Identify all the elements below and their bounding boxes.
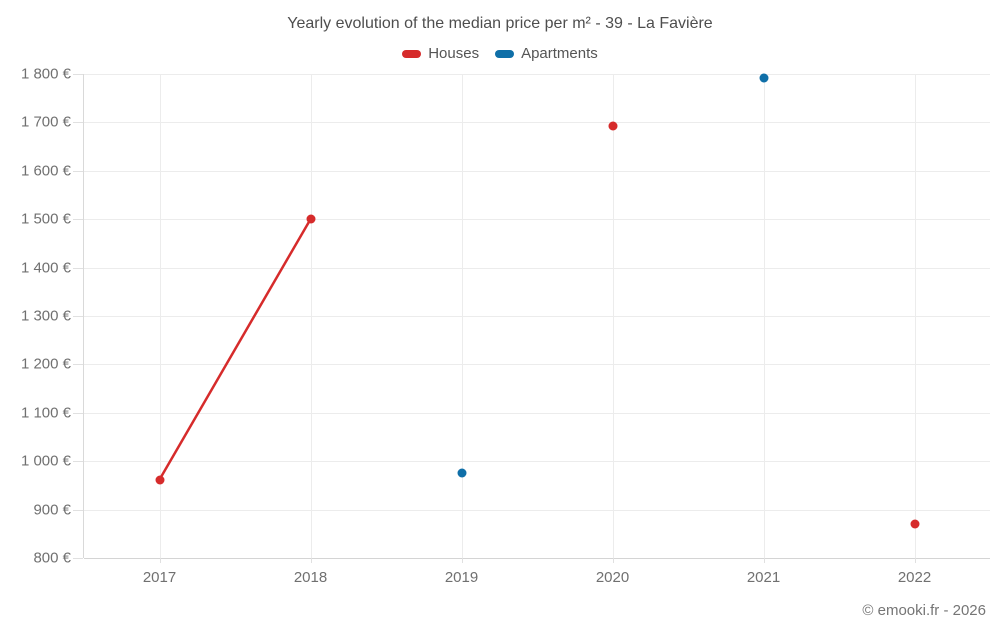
x-axis-tick	[310, 558, 312, 563]
x-axis-tick	[612, 558, 614, 563]
gridline-vertical	[310, 74, 312, 558]
gridline-horizontal	[84, 170, 990, 172]
y-axis-label: 1 400 €	[20, 259, 71, 277]
gridline-horizontal	[84, 461, 990, 463]
y-axis-tick	[73, 267, 83, 269]
gridline-horizontal	[84, 412, 990, 414]
data-point-apartments-2021[interactable]	[759, 73, 768, 83]
x-axis-label: 2020	[595, 569, 630, 586]
x-axis-tick	[159, 558, 161, 563]
plot-area: 800 € 900 € 1 000 € 1 100 € 1 200 € 1 300 € 1 …	[21, 66, 990, 586]
data-point-apartments-2019[interactable]	[457, 468, 466, 478]
legend-item-apartments[interactable]: Apartments	[495, 45, 598, 62]
legend: Houses Apartments	[0, 45, 1000, 62]
x-axis-label: 2017	[142, 569, 177, 586]
gridline-horizontal	[84, 267, 990, 269]
chart-title: Yearly evolution of the median price per…	[287, 15, 713, 32]
gridline-vertical	[914, 74, 916, 558]
series-lines	[158, 218, 312, 481]
credit-label: © emooki.fr - 2026	[862, 602, 986, 619]
gridline-horizontal	[84, 219, 990, 221]
gridline-horizontal	[84, 364, 990, 366]
gridline-horizontal	[84, 74, 990, 75]
y-axis-tick	[73, 558, 83, 559]
x-axis-label: 2021	[746, 569, 781, 586]
y-axis-label: 1 500 €	[20, 210, 71, 228]
x-axis-tick	[461, 558, 463, 563]
legend-label: Apartments	[521, 45, 598, 62]
y-axis-tick	[73, 316, 83, 317]
gridline-vertical	[461, 74, 463, 558]
y-axis-label: 1 200 €	[20, 355, 71, 373]
gridline-horizontal	[84, 122, 990, 124]
y-axis-line	[83, 74, 84, 558]
x-axis-label: 2022	[897, 569, 932, 586]
gridline-horizontal	[84, 316, 990, 317]
x-axis-label: 2019	[444, 569, 479, 586]
legend-item-houses[interactable]: Houses	[402, 45, 479, 62]
y-axis-tick	[73, 461, 83, 463]
y-axis-tick	[73, 170, 83, 172]
y-axis-label: 900 €	[33, 501, 71, 519]
y-axis-tick	[73, 74, 83, 75]
data-point-houses-2020[interactable]	[608, 121, 617, 131]
y-axis-tick	[73, 219, 83, 221]
y-axis-label: 800 €	[33, 549, 71, 567]
y-axis-tick	[73, 412, 83, 414]
gridline-vertical	[763, 74, 765, 558]
x-axis-tick	[763, 558, 765, 563]
legend-swatch-apartments	[495, 49, 515, 58]
y-axis-label: 1 000 €	[20, 452, 71, 470]
y-axis-tick	[73, 122, 83, 124]
y-axis-label: 1 700 €	[20, 113, 71, 131]
data-point-houses-2022[interactable]	[910, 519, 919, 529]
x-axis-line	[84, 558, 990, 559]
x-axis-label: 2018	[293, 569, 328, 586]
y-axis-label: 1 100 €	[20, 404, 71, 422]
legend-label: Houses	[428, 45, 480, 62]
y-axis-tick	[73, 364, 83, 366]
y-axis-label: 1 800 €	[20, 65, 71, 83]
data-point-houses-2017[interactable]	[155, 475, 164, 485]
series-line-houses	[158, 218, 312, 481]
gridline-vertical	[159, 74, 161, 558]
data-point-houses-2018[interactable]	[306, 214, 315, 224]
x-axis-tick	[914, 558, 916, 563]
y-axis-label: 1 600 €	[20, 162, 71, 180]
gridline-vertical	[612, 74, 614, 558]
y-axis-label: 1 300 €	[20, 307, 71, 325]
legend-swatch-houses	[402, 49, 422, 58]
y-axis-tick	[73, 509, 83, 511]
gridline-horizontal	[84, 509, 990, 511]
